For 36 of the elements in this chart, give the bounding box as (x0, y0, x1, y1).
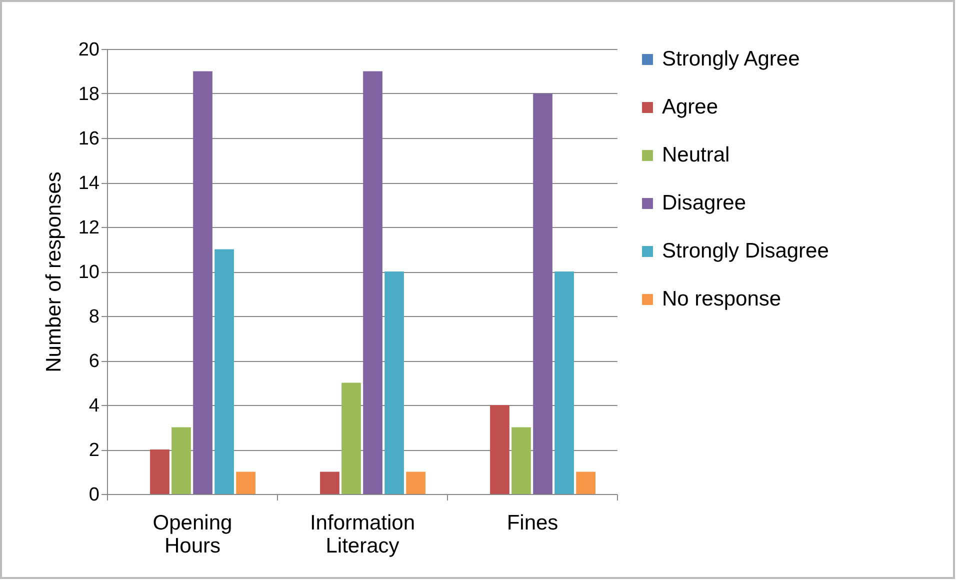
bar (363, 71, 382, 494)
bar (384, 272, 404, 494)
bar (554, 272, 574, 494)
bar (236, 472, 256, 494)
bar (342, 382, 361, 494)
y-tick-label: 18 (78, 84, 100, 105)
x-tick-label: Opening Hours (152, 512, 232, 558)
legend-label: No response (662, 288, 782, 310)
legend-label: Strongly Disagree (662, 240, 829, 262)
x-tick-label: Fines (506, 512, 558, 534)
y-tick-label: 14 (78, 173, 100, 194)
y-tick-label: 4 (88, 396, 100, 416)
bar (150, 450, 170, 494)
bar (533, 94, 552, 494)
legend-label: Neutral (662, 144, 730, 166)
y-tick-label: 2 (88, 440, 100, 461)
legend-label: Strongly Agree (662, 48, 800, 70)
y-tick-label: 12 (78, 218, 100, 238)
y-tick-label: 0 (88, 484, 100, 506)
bar (320, 472, 340, 494)
y-tick-label: 10 (78, 262, 100, 283)
bar (576, 472, 596, 494)
x-tick-label: Information Literacy (310, 512, 416, 558)
y-axis-title: Number of responses (42, 172, 66, 372)
bar (406, 472, 426, 494)
legend-label: Agree (662, 96, 718, 118)
bar (172, 427, 191, 494)
y-tick-label: 16 (78, 128, 100, 150)
bar (214, 249, 234, 494)
bar (490, 405, 510, 494)
bar (512, 427, 531, 494)
legend-label: Disagree (662, 192, 746, 214)
bar (193, 71, 212, 494)
y-tick-label: 8 (88, 306, 100, 328)
y-tick-label: 20 (78, 40, 100, 60)
y-tick-label: 6 (88, 351, 100, 372)
